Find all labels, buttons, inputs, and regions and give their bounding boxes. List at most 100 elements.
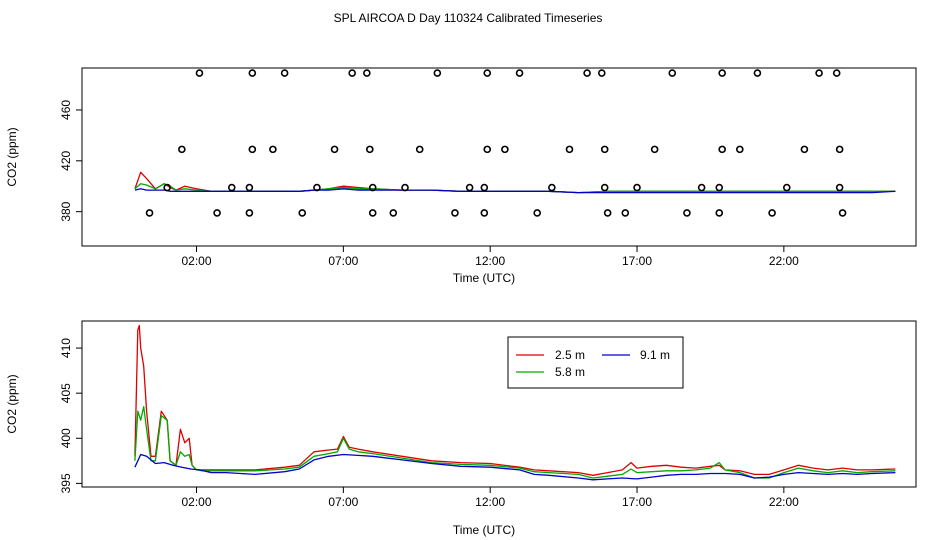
top-x-axis-label: Time (UTC) bbox=[453, 271, 515, 285]
top-series-9-1-m bbox=[134, 188, 896, 194]
flag-point bbox=[480, 183, 489, 192]
flag-point bbox=[715, 209, 724, 217]
flag-point bbox=[650, 145, 659, 154]
flag-point bbox=[597, 69, 606, 77]
legend: 2.5 m 5.8 m 9.1 m bbox=[507, 336, 684, 389]
bottom-x-tick-label: 22:00 bbox=[769, 495, 799, 509]
flag-point bbox=[718, 69, 726, 77]
flag-point bbox=[245, 183, 254, 192]
flag-point bbox=[245, 209, 254, 217]
top-plot-frame bbox=[81, 67, 917, 247]
flag-point bbox=[565, 145, 574, 154]
flag-point bbox=[313, 183, 321, 192]
flag-point bbox=[368, 183, 377, 192]
flag-point bbox=[195, 69, 204, 77]
flag-point bbox=[213, 209, 221, 217]
bottom-y-tick-label: 410 bbox=[59, 338, 73, 358]
top-series-lines bbox=[134, 171, 896, 194]
flag-point bbox=[465, 183, 474, 192]
bottom-y-tick-label: 395 bbox=[59, 473, 73, 493]
flag-point bbox=[603, 209, 612, 217]
flag-point bbox=[330, 145, 339, 154]
bottom-y-tick-label: 405 bbox=[59, 383, 73, 403]
flag-point bbox=[753, 69, 762, 77]
flag-point bbox=[718, 145, 726, 154]
legend-box bbox=[507, 336, 684, 389]
top-x-tick-label: 07:00 bbox=[328, 254, 358, 268]
flag-point bbox=[697, 183, 706, 192]
top-panel: 02:00 07:00 12:00 17:00 22:00 380 420 460 Time … bbox=[5, 67, 917, 285]
flag-point bbox=[515, 69, 524, 77]
flag-point bbox=[548, 183, 556, 192]
flag-point bbox=[269, 145, 277, 154]
top-flag-points bbox=[145, 69, 847, 217]
legend-label-5-8m: 5.8 m bbox=[555, 365, 585, 379]
flag-point bbox=[815, 69, 823, 77]
top-y-tick-label: 380 bbox=[59, 201, 73, 221]
bottom-y-tick-label: 400 bbox=[59, 428, 73, 448]
bottom-axis-ticks: 02:00 07:00 12:00 17:00 22:00 395 400 405 410 bbox=[59, 338, 799, 509]
flag-point bbox=[736, 145, 744, 154]
flag-point bbox=[600, 145, 609, 154]
legend-label-9-1m: 9.1 m bbox=[640, 348, 670, 362]
flag-point bbox=[832, 69, 841, 77]
flag-point bbox=[298, 209, 307, 217]
bottom-x-tick-label: 02:00 bbox=[182, 495, 212, 509]
flag-point bbox=[368, 209, 377, 217]
flag-point bbox=[401, 183, 409, 192]
flag-point bbox=[415, 145, 424, 154]
flag-point bbox=[248, 69, 257, 77]
flag-point bbox=[715, 183, 724, 192]
flag-point bbox=[451, 209, 459, 217]
flag-point bbox=[178, 145, 186, 154]
flag-point bbox=[800, 145, 809, 154]
flag-point bbox=[838, 209, 847, 217]
flag-point bbox=[633, 183, 641, 192]
bottom-series-lines bbox=[134, 324, 896, 481]
bottom-x-tick-label: 07:00 bbox=[328, 495, 358, 509]
flag-point bbox=[363, 69, 371, 77]
flag-point bbox=[248, 145, 257, 154]
bottom-series-9-1-m bbox=[134, 453, 896, 481]
flag-point bbox=[621, 209, 630, 217]
flag-point bbox=[835, 145, 844, 154]
flag-point bbox=[433, 69, 442, 77]
flag-point bbox=[683, 209, 691, 217]
flag-point bbox=[280, 69, 289, 77]
flag-point bbox=[668, 69, 677, 77]
flag-point bbox=[533, 209, 541, 217]
bottom-x-axis-label: Time (UTC) bbox=[453, 523, 515, 537]
top-y-tick-label: 420 bbox=[59, 150, 73, 170]
bottom-plot-frame bbox=[81, 320, 917, 488]
flag-point bbox=[835, 183, 844, 192]
flag-point bbox=[348, 69, 356, 77]
flag-point bbox=[365, 145, 374, 154]
flag-point bbox=[389, 209, 398, 217]
flag-point bbox=[600, 183, 609, 192]
figure-title: SPL AIRCOA D Day 110324 Calibrated Times… bbox=[334, 11, 603, 25]
flag-point bbox=[782, 183, 791, 192]
flag-point bbox=[483, 69, 492, 77]
top-y-tick-label: 460 bbox=[59, 100, 73, 120]
flag-point bbox=[501, 145, 509, 154]
top-x-tick-label: 12:00 bbox=[475, 254, 505, 268]
flag-point bbox=[145, 209, 154, 217]
bottom-panel: 02:00 07:00 12:00 17:00 22:00 395 400 405 410 Ti… bbox=[5, 320, 917, 537]
bottom-x-tick-label: 17:00 bbox=[622, 495, 652, 509]
flag-point bbox=[480, 209, 489, 217]
top-x-tick-label: 22:00 bbox=[769, 254, 799, 268]
flag-point bbox=[483, 145, 492, 154]
top-x-tick-label: 17:00 bbox=[622, 254, 652, 268]
bottom-y-axis-label: CO2 (ppm) bbox=[5, 374, 19, 433]
flag-point bbox=[583, 69, 591, 77]
top-y-axis-label: CO2 (ppm) bbox=[5, 127, 19, 186]
legend-label-2-5m: 2.5 m bbox=[555, 348, 585, 362]
top-x-tick-label: 02:00 bbox=[182, 254, 212, 268]
top-series-2-5-m bbox=[134, 171, 896, 194]
flag-point bbox=[227, 183, 236, 192]
bottom-series-5-8-m bbox=[134, 406, 896, 479]
flag-point bbox=[768, 209, 776, 217]
top-axis-ticks: 02:00 07:00 12:00 17:00 22:00 380 420 460 bbox=[59, 100, 799, 268]
flag-point bbox=[163, 183, 171, 192]
